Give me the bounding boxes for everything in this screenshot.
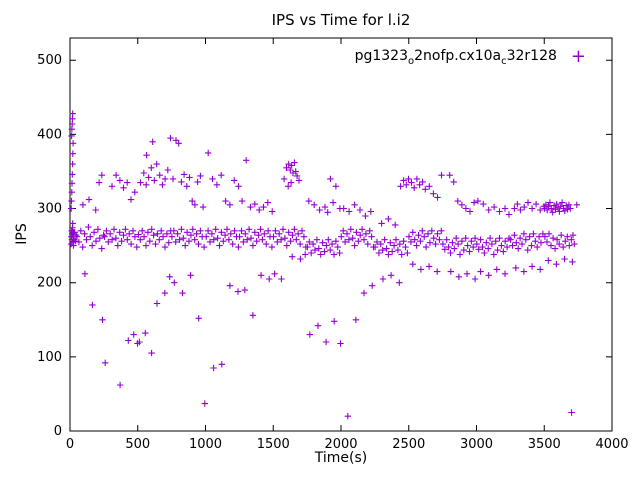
x-axis-label: Time(s): [314, 450, 368, 466]
x-tick-label: 3000: [460, 437, 493, 452]
y-tick-label: 500: [37, 53, 62, 68]
legend-subscript: o: [407, 55, 415, 67]
scatter-points: [67, 110, 580, 420]
legend-text-part: 2nofp.cx10a: [414, 47, 502, 64]
y-tick-label: 0: [54, 424, 62, 439]
y-tick-label: 100: [37, 350, 62, 365]
legend: pg1323o2nofp.cx10ac32r128 +: [355, 47, 586, 67]
y-tick-label: 400: [37, 127, 62, 142]
legend-subscript: c: [501, 55, 507, 67]
y-tick-label: 200: [37, 276, 62, 291]
x-tick-label: 500: [125, 437, 150, 452]
tick-marks: [69, 38, 613, 432]
legend-text-part: pg1323: [354, 47, 408, 64]
legend-label: pg1323o2nofp.cx10ac32r128: [355, 48, 557, 67]
legend-text-part: 32r128: [506, 47, 557, 64]
x-tick-label: 1000: [189, 437, 222, 452]
x-tick-label: 1500: [257, 437, 290, 452]
legend-marker-plus-icon: +: [570, 46, 586, 67]
x-tick-label: 3500: [528, 437, 561, 452]
x-tick-label: 0: [66, 437, 74, 452]
x-tick-label: 2500: [392, 437, 425, 452]
x-tick-label: 2000: [324, 437, 357, 452]
y-tick-label: 300: [37, 202, 62, 217]
x-tick-label: 4000: [595, 437, 628, 452]
chart-title: IPS vs Time for l.i2: [271, 11, 411, 29]
